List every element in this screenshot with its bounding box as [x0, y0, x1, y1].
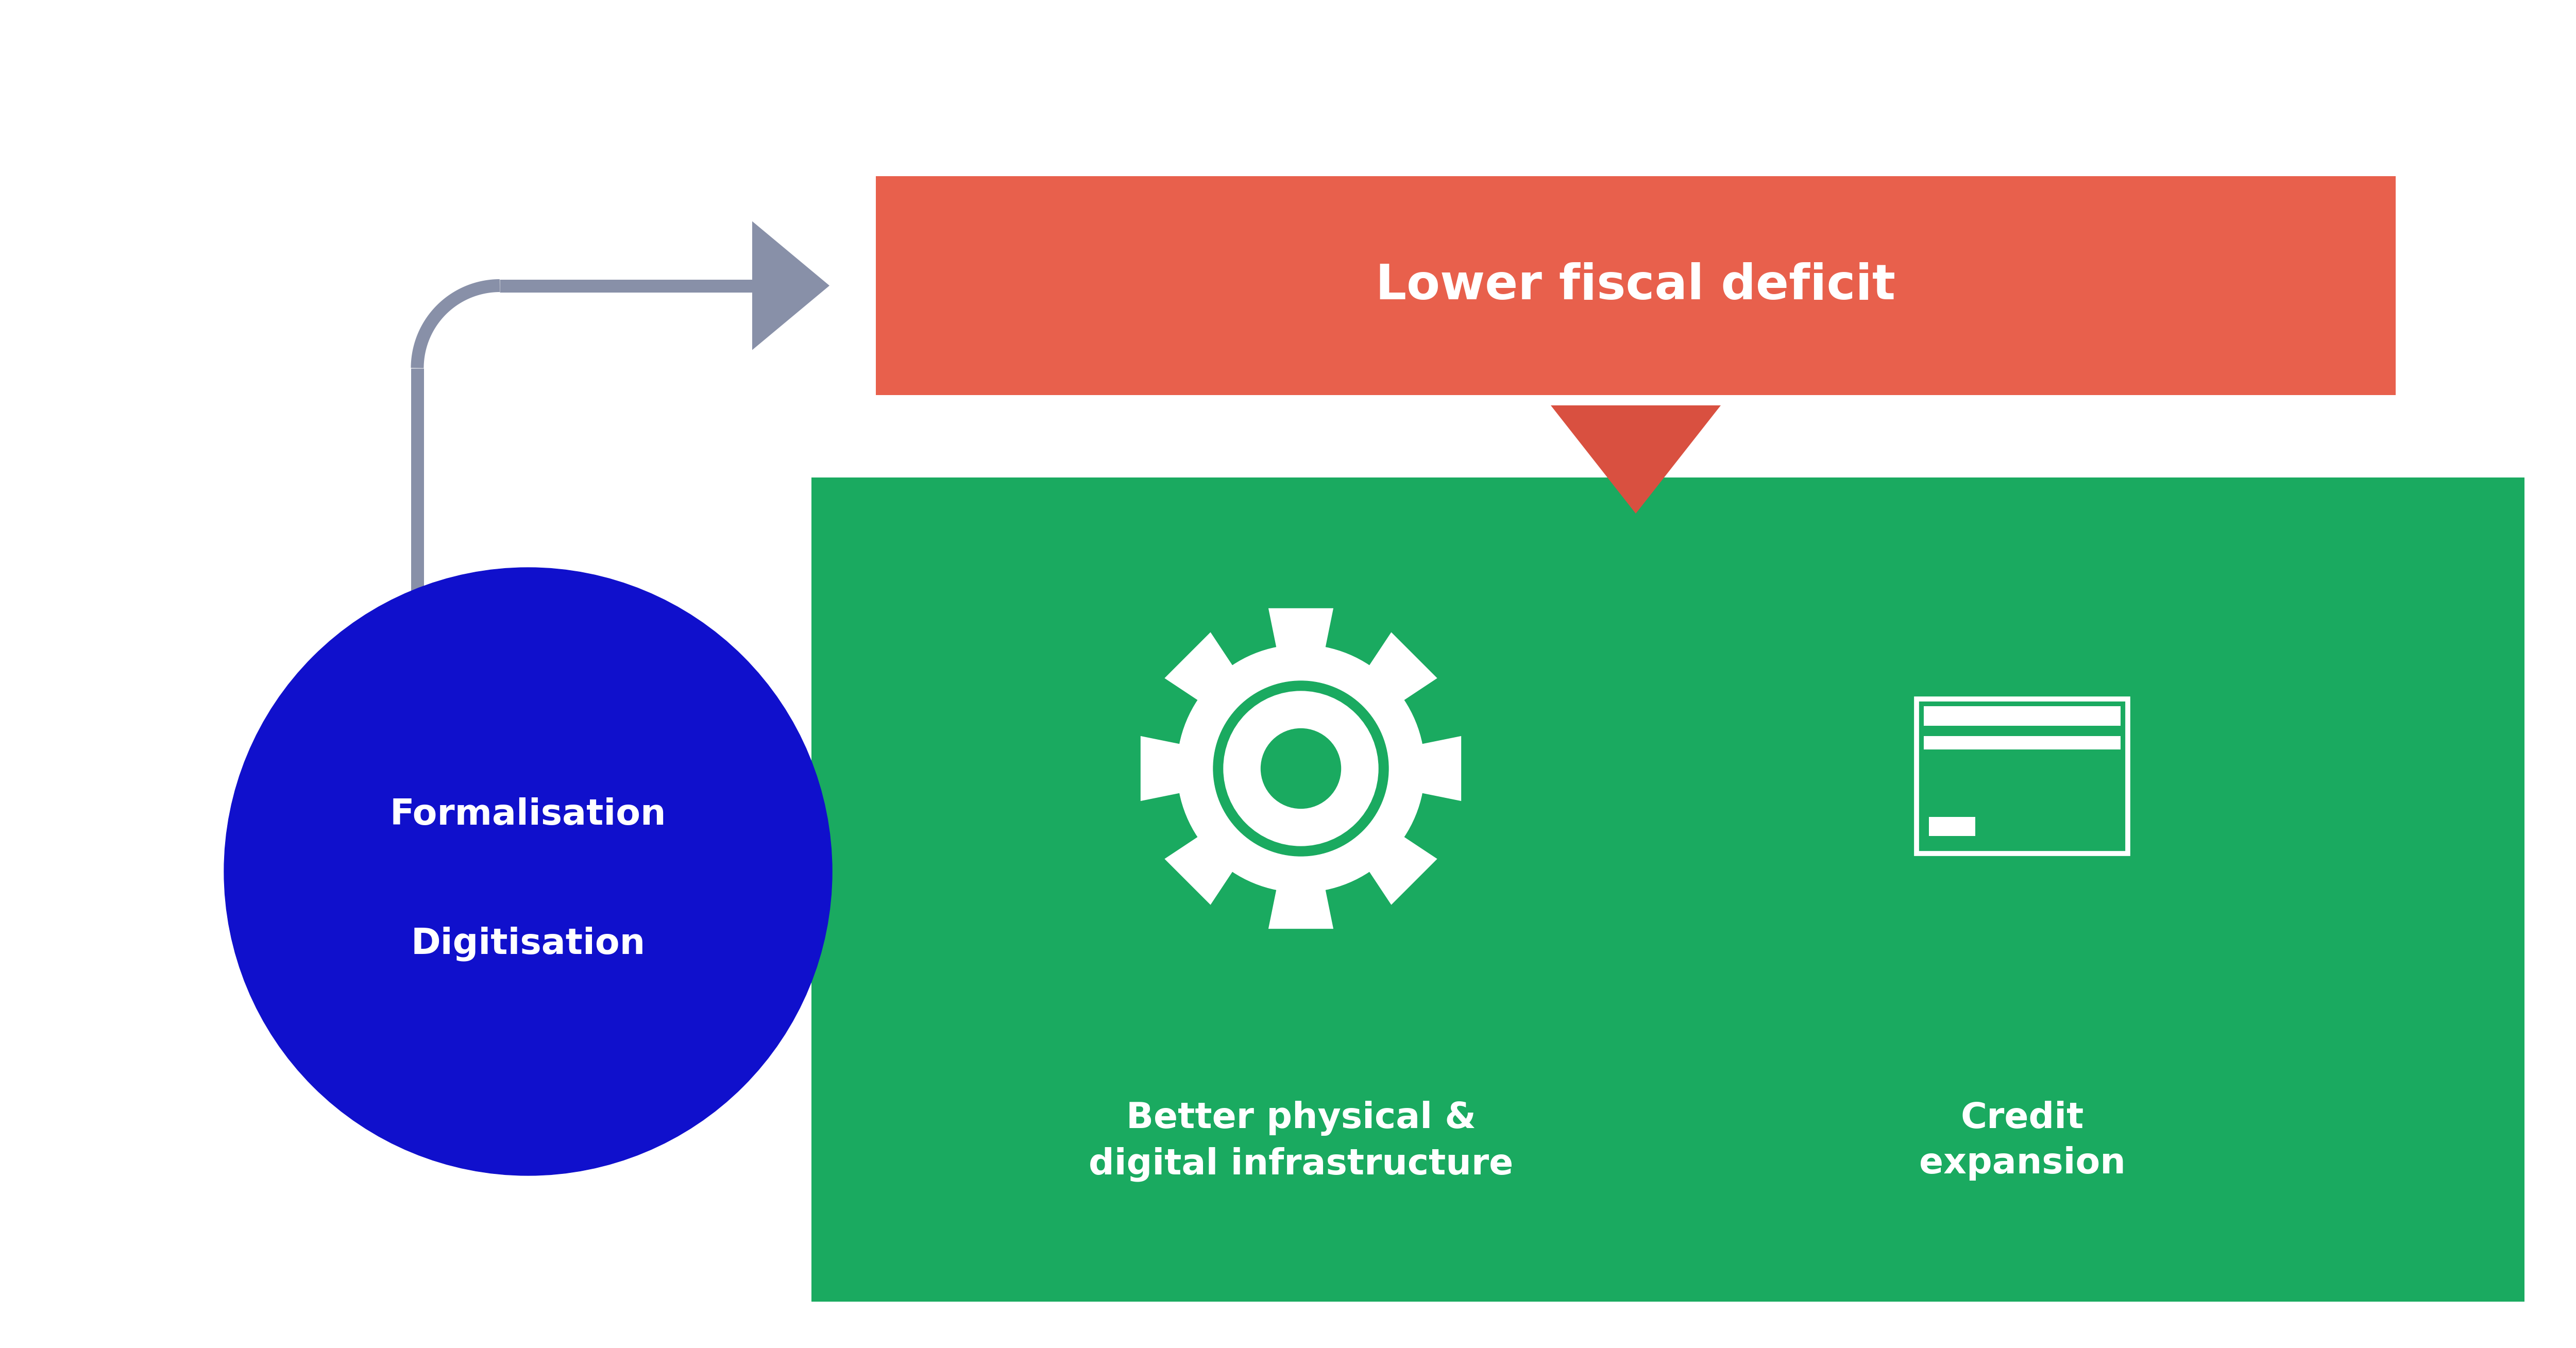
Polygon shape	[752, 221, 829, 350]
Text: Lower fiscal deficit: Lower fiscal deficit	[1376, 262, 1896, 309]
FancyBboxPatch shape	[876, 177, 2396, 395]
FancyBboxPatch shape	[1924, 706, 2120, 725]
Polygon shape	[1141, 608, 1461, 929]
Text: Better physical &
digital infrastructure: Better physical & digital infrastructure	[1090, 1101, 1512, 1181]
Text: Formalisation: Formalisation	[389, 798, 667, 832]
Circle shape	[1213, 681, 1388, 856]
Circle shape	[1177, 644, 1425, 892]
Text: Digitisation: Digitisation	[410, 926, 647, 961]
FancyBboxPatch shape	[1929, 817, 1976, 836]
FancyBboxPatch shape	[1924, 736, 2120, 749]
Circle shape	[1224, 692, 1378, 845]
FancyBboxPatch shape	[811, 477, 2524, 1302]
Text: Credit
expansion: Credit expansion	[1919, 1101, 2125, 1181]
Polygon shape	[1551, 406, 1721, 514]
Circle shape	[1262, 729, 1342, 809]
Circle shape	[224, 568, 832, 1175]
